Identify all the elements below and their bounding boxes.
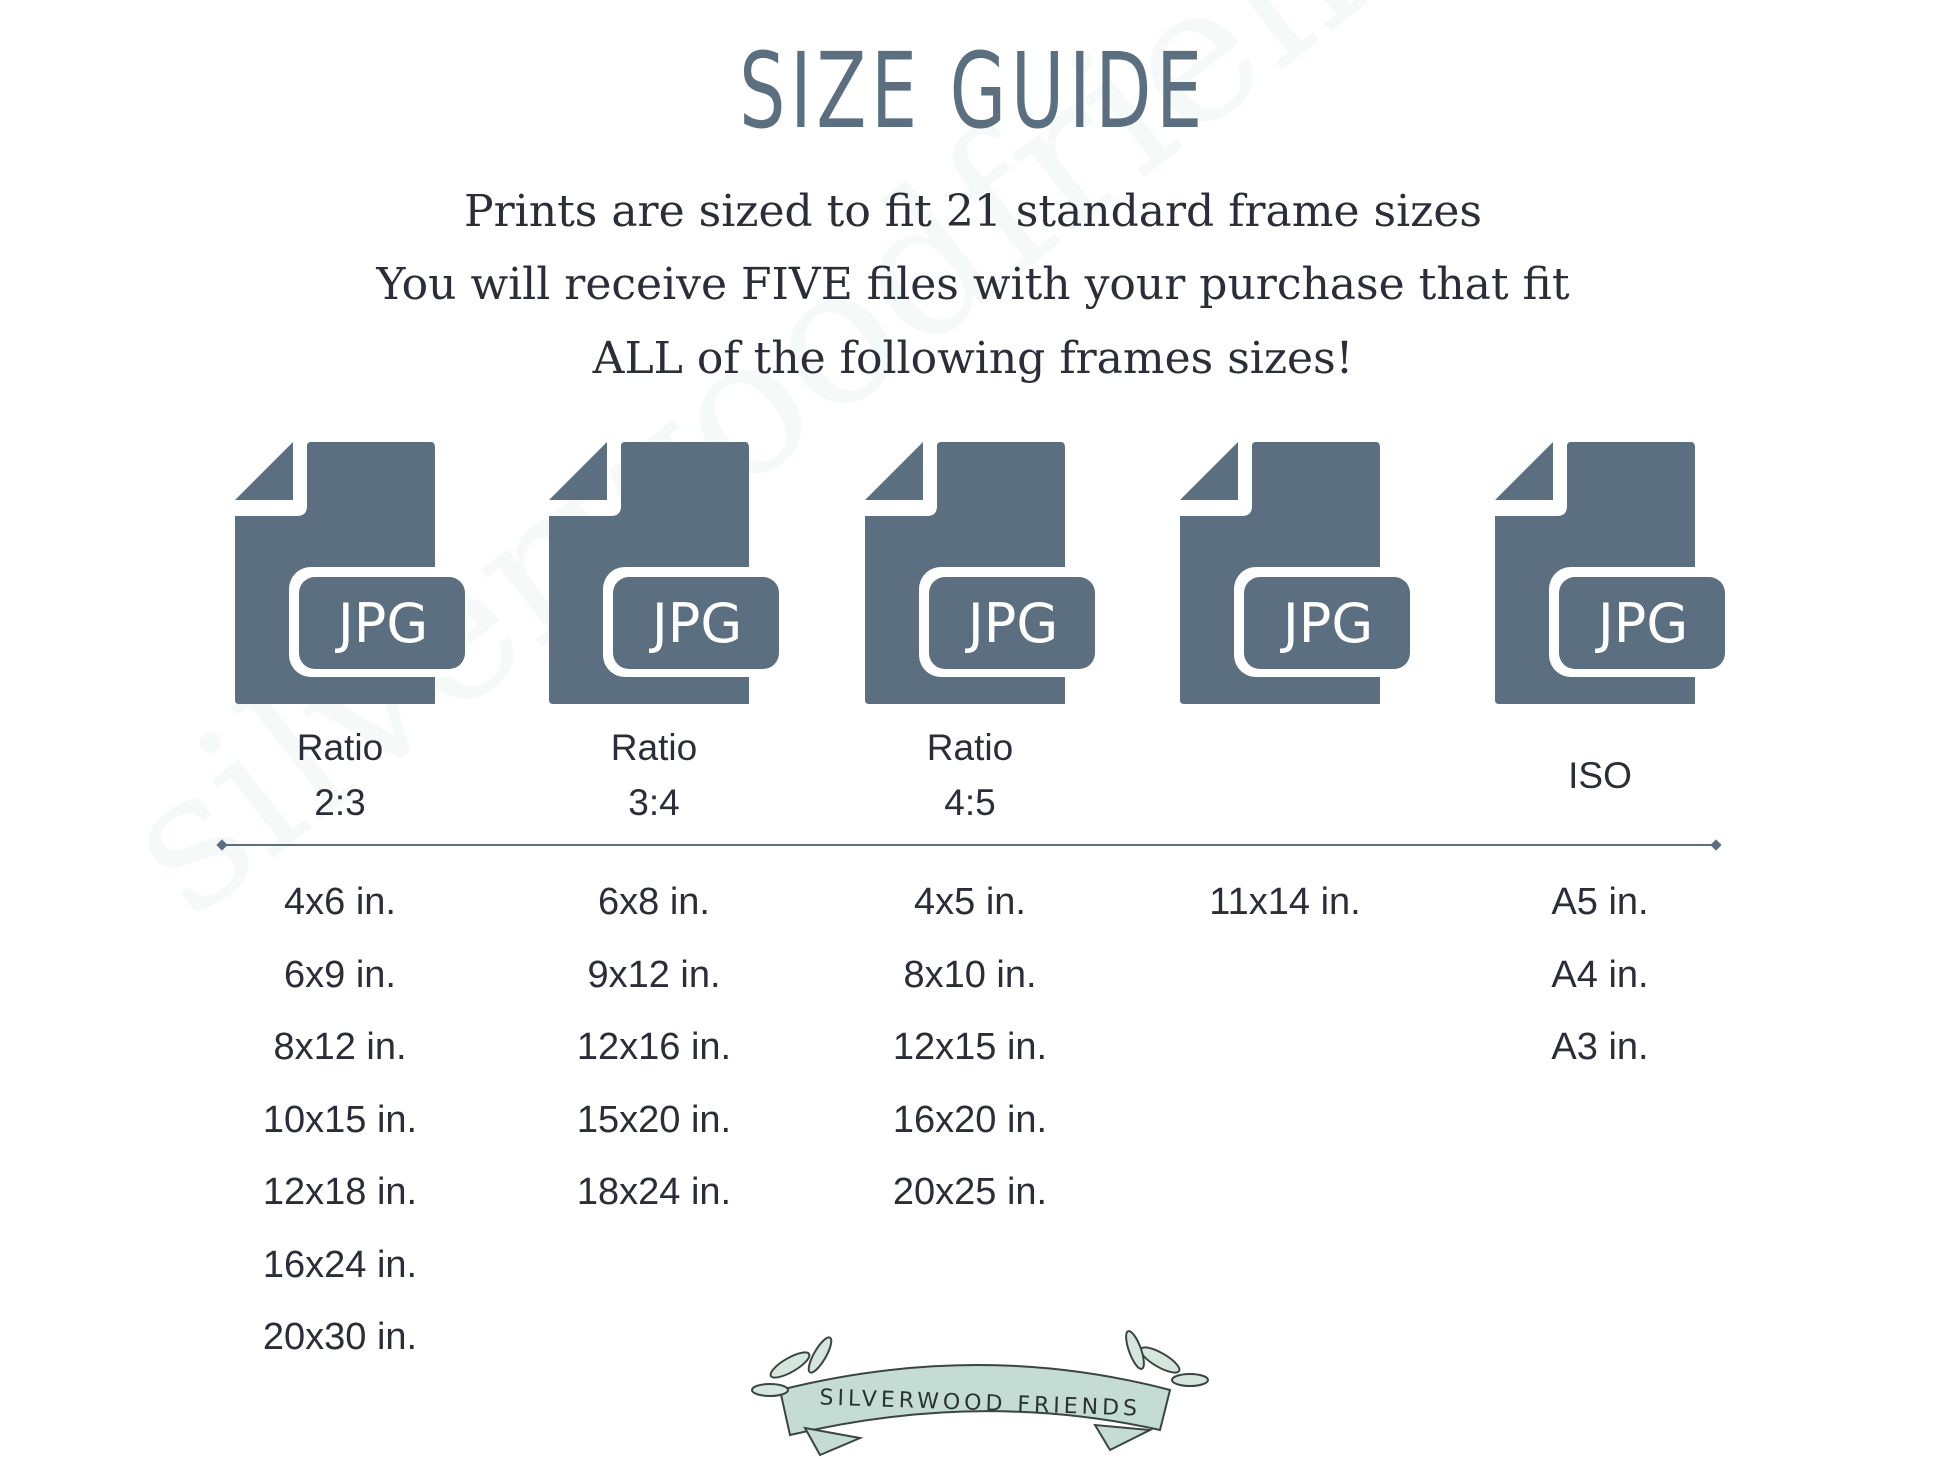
frame-size: A5 in. [1551, 881, 1649, 923]
frame-size: 20x30 in. [262, 1316, 418, 1358]
ratio-label: ISO [1470, 748, 1730, 803]
frame-size: 20x25 in. [892, 1171, 1048, 1213]
frame-size: 16x24 in. [262, 1244, 418, 1286]
frame-size: 8x10 in. [903, 954, 1037, 996]
frame-size: 4x6 in. [284, 881, 396, 923]
frame-size: 8x12 in. [273, 1026, 407, 1068]
frame-size: 6x8 in. [598, 881, 710, 923]
label-line-1: Ratio [610, 727, 698, 768]
frame-size: 6x9 in. [284, 954, 396, 996]
jpg-badge: JPG [965, 592, 1058, 655]
frame-size: 11x14 in. [1209, 881, 1361, 923]
jpg-badge: JPG [1280, 592, 1373, 655]
frame-size: 10x15 in. [262, 1099, 418, 1141]
frame-size: 16x20 in. [892, 1099, 1048, 1141]
frame-size: A4 in. [1551, 954, 1649, 996]
subtitle-line-2: You will receive FIVE files with your pu… [376, 259, 1570, 310]
frame-size: 12x15 in. [892, 1026, 1048, 1068]
label-text: ISO [1568, 755, 1632, 796]
ratio-label: Ratio 4:5 [840, 720, 1100, 830]
label-line-1: Ratio [926, 727, 1014, 768]
silverwood-friends-logo: SILVERWOOD FRIENDS [751, 1330, 1209, 1457]
jpg-file-icon: JPG [1180, 442, 1412, 704]
frame-size: 12x16 in. [576, 1026, 732, 1068]
jpg-file-icon: JPG [549, 442, 781, 704]
frame-size: 12x18 in. [262, 1171, 418, 1213]
frame-size: 15x20 in. [576, 1099, 732, 1141]
jpg-badge: JPG [649, 592, 742, 655]
label-line-2: 4:5 [944, 782, 996, 823]
divider-endpoint [1710, 839, 1722, 851]
jpg-file-icon: JPG [235, 442, 467, 704]
label-line-2: 3:4 [628, 782, 680, 823]
label-line-1: Ratio [296, 727, 384, 768]
page-title: SIZE GUIDE [739, 30, 1207, 152]
frame-size: 18x24 in. [576, 1171, 732, 1213]
jpg-file-icon: JPG [1495, 442, 1727, 704]
ratio-label: Ratio 3:4 [524, 720, 784, 830]
subtitle-line-1: Prints are sized to fit 21 standard fram… [464, 186, 1482, 237]
jpg-file-icon: JPG [865, 442, 1097, 704]
ratio-label: Ratio 2:3 [210, 720, 470, 830]
frame-size: A3 in. [1551, 1026, 1649, 1068]
frame-size: 4x5 in. [914, 881, 1026, 923]
subtitle-line-3: ALL of the following frames sizes! [592, 333, 1354, 384]
label-line-2: 2:3 [314, 782, 366, 823]
jpg-badge: JPG [1595, 592, 1688, 655]
divider-line [222, 844, 1716, 846]
frame-size: 9x12 in. [587, 954, 721, 996]
jpg-badge: JPG [335, 592, 428, 655]
